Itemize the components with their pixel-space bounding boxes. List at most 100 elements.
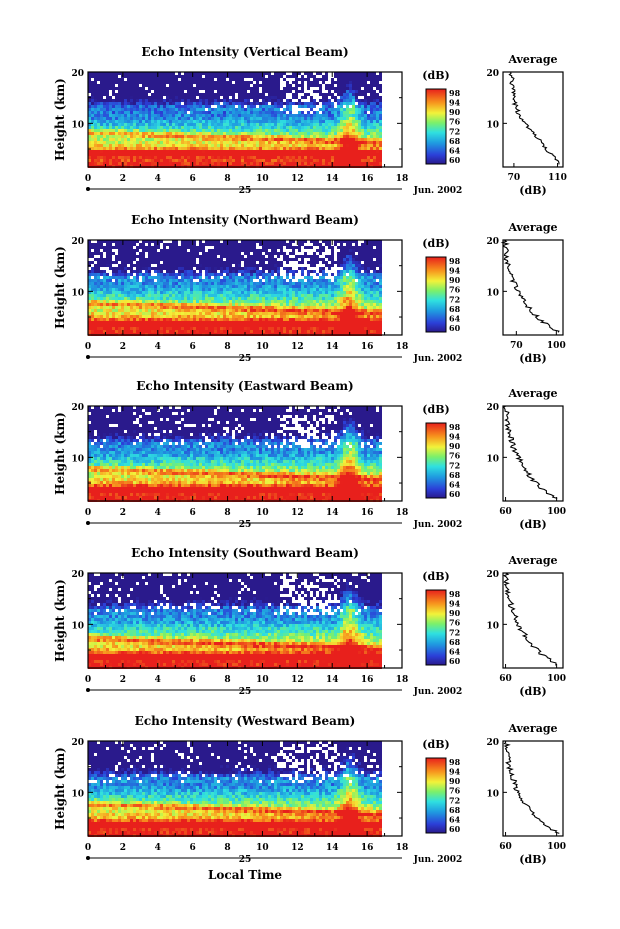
date-start-marker — [86, 688, 90, 692]
y-tick-label: 10 — [71, 789, 84, 799]
x-tick-label: 16 — [361, 675, 374, 685]
x-tick-label: 18 — [396, 843, 409, 853]
profile-line — [508, 71, 560, 165]
x-tick-label: 12 — [291, 675, 304, 685]
y-axis-label: Height (km) — [53, 246, 67, 329]
colorbar-tick-label: 68 — [449, 304, 461, 314]
profile-y-tick-label: 20 — [486, 69, 499, 79]
x-tick-label: 2 — [120, 508, 126, 518]
date-month: Jun. 2002 — [413, 855, 463, 865]
x-tick-label: 6 — [190, 675, 196, 685]
colorbar-tick-label: 76 — [449, 786, 461, 796]
colorbar-tick-label: 98 — [449, 88, 461, 98]
x-tick-label: 18 — [396, 508, 409, 518]
colorbar-tick-label: 68 — [449, 136, 461, 146]
panel-1: Echo Intensity (Vertical Beam)0 2 4 6 8 10 12 1… — [53, 45, 567, 197]
x-tick-label: 10 — [256, 174, 269, 184]
profile-x-tick-label: 60 — [499, 842, 512, 852]
colorbar-tick-label: 64 — [449, 479, 461, 489]
colorbar-tick-label: 68 — [449, 470, 461, 480]
colorbar-unit: (dB) — [422, 69, 449, 82]
date-day: 25 — [239, 687, 252, 697]
date-start-marker — [86, 187, 90, 191]
date-start-marker — [86, 521, 90, 525]
panel-4: Echo Intensity (Southward Beam)0 2 4 6 8 10 12… — [53, 546, 566, 698]
x-tick-label: 8 — [224, 508, 230, 518]
date-month: Jun. 2002 — [413, 520, 463, 530]
x-tick-label: 10 — [256, 342, 269, 352]
date-day: 25 — [239, 520, 252, 530]
x-tick-label: 14 — [326, 843, 339, 853]
profile-y-tick-label: 20 — [486, 570, 499, 580]
profile-frame — [502, 239, 564, 336]
panel-3: Echo Intensity (Eastward Beam)0 2 4 6 8 10 12 1… — [53, 379, 566, 531]
heatmap-cells — [88, 240, 382, 336]
date-day: 25 — [239, 354, 252, 364]
x-tick-label: 6 — [190, 843, 196, 853]
colorbar-unit: (dB) — [422, 738, 449, 751]
x-tick-label: 0 — [85, 843, 91, 853]
colorbar-tick-label: 64 — [449, 814, 461, 824]
profile-frame — [502, 740, 564, 837]
x-tick-label: 2 — [120, 342, 126, 352]
x-tick-label: 4 — [155, 675, 161, 685]
profile-title: Average — [507, 722, 557, 735]
x-tick-label: 10 — [256, 675, 269, 685]
x-tick-label: 12 — [291, 508, 304, 518]
figure-xlabel: Local Time — [208, 868, 282, 882]
x-tick-label: 12 — [291, 342, 304, 352]
x-tick-label: 16 — [361, 174, 374, 184]
colorbar-tick-label: 68 — [449, 805, 461, 815]
profile-frame — [502, 405, 564, 502]
colorbar-tick-label: 90 — [449, 107, 461, 117]
x-tick-label: 14 — [326, 675, 339, 685]
profile-xlabel: (dB) — [519, 685, 546, 698]
x-tick-label: 16 — [361, 342, 374, 352]
panel-title: Echo Intensity (Westward Beam) — [135, 714, 356, 728]
profile-frame — [502, 71, 564, 168]
y-tick-label: 10 — [71, 288, 84, 298]
panel-title: Echo Intensity (Northward Beam) — [131, 213, 359, 227]
profile-title: Average — [507, 53, 557, 66]
colorbar-tick-label: 60 — [449, 824, 461, 834]
y-tick-label: 20 — [71, 237, 84, 247]
colorbar-tick-label: 72 — [449, 627, 460, 637]
colorbar-tick-label: 90 — [449, 441, 461, 451]
profile-title: Average — [507, 221, 557, 234]
x-tick-label: 16 — [361, 508, 374, 518]
y-tick-label: 20 — [71, 570, 84, 580]
date-month: Jun. 2002 — [413, 186, 463, 196]
date-day: 25 — [239, 186, 252, 196]
profile-frame — [502, 572, 564, 669]
colorbar-tick-label: 64 — [449, 145, 461, 155]
colorbar-tick-label: 72 — [449, 294, 460, 304]
profile-y-tick-label: 10 — [486, 288, 499, 298]
colorbar-tick-label: 72 — [449, 126, 460, 136]
colorbar-tick-label: 94 — [449, 767, 461, 777]
heatmap-cells — [88, 741, 382, 837]
profile-title: Average — [507, 554, 557, 567]
colorbar-tick-label: 76 — [449, 618, 461, 628]
profile-x-tick-label: 100 — [547, 341, 566, 351]
profile-x-tick-label: 70 — [510, 341, 523, 351]
colorbar-tick-label: 64 — [449, 313, 461, 323]
colorbar-tick-label: 64 — [449, 646, 461, 656]
x-tick-label: 18 — [396, 675, 409, 685]
y-tick-label: 20 — [71, 403, 84, 413]
date-day: 25 — [239, 855, 252, 865]
profile-x-tick-label: 100 — [547, 507, 566, 517]
x-tick-label: 18 — [396, 342, 409, 352]
colorbar-tick-label: 94 — [449, 599, 461, 609]
x-tick-label: 2 — [120, 174, 126, 184]
x-tick-label: 6 — [190, 342, 196, 352]
colorbar-tick-label: 72 — [449, 795, 460, 805]
colorbar-tick-label: 60 — [449, 155, 461, 165]
profile-xlabel: (dB) — [519, 352, 546, 365]
colorbar-unit: (dB) — [422, 403, 449, 416]
colorbar — [425, 422, 447, 499]
heatmap-cells — [88, 573, 382, 669]
profile-xlabel: (dB) — [519, 518, 546, 531]
colorbar — [425, 256, 447, 333]
profile-y-tick-label: 10 — [486, 454, 499, 464]
